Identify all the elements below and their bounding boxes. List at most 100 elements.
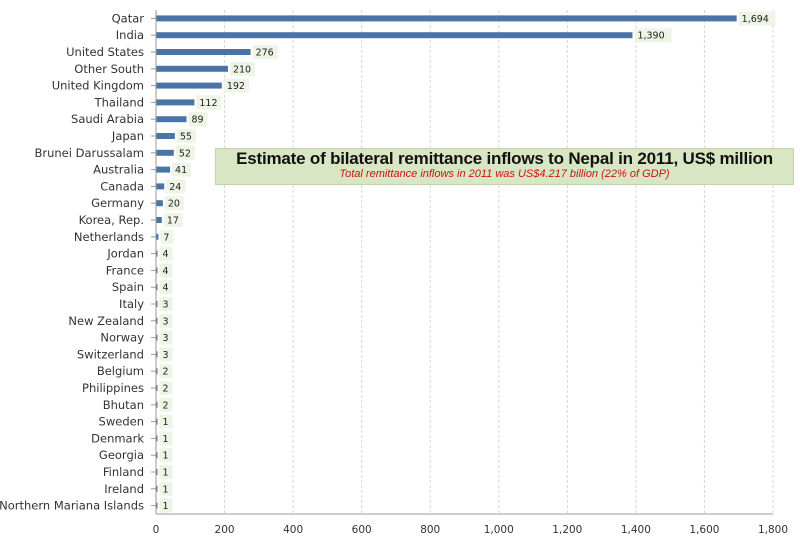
category-label: Saudi Arabia bbox=[71, 112, 144, 126]
bar bbox=[156, 217, 162, 223]
bars bbox=[156, 15, 737, 509]
bar bbox=[156, 65, 228, 72]
bar bbox=[156, 49, 251, 55]
category-label: Japan bbox=[111, 129, 144, 143]
data-label-box bbox=[159, 364, 173, 379]
data-label-box bbox=[159, 330, 173, 345]
data-label-box bbox=[738, 11, 776, 26]
data-label-box bbox=[252, 45, 278, 59]
category-label: Norway bbox=[100, 331, 144, 345]
category-label: Other South bbox=[74, 62, 144, 76]
data-label: 192 bbox=[227, 81, 245, 92]
x-tick-label: 200 bbox=[215, 524, 235, 536]
category-label: Northern Mariana Islands bbox=[0, 499, 144, 513]
data-label-box bbox=[159, 465, 173, 479]
category-label: Philippines bbox=[82, 381, 144, 395]
data-label: 3 bbox=[163, 333, 169, 344]
data-label: 1,694 bbox=[742, 14, 769, 25]
bar bbox=[156, 368, 158, 375]
x-tick-label: 1,200 bbox=[552, 524, 582, 536]
data-label-box bbox=[159, 297, 173, 311]
data-label: 89 bbox=[192, 115, 204, 126]
data-label-box bbox=[196, 95, 222, 110]
category-label: Georgia bbox=[99, 448, 144, 462]
category-label: New Zealand bbox=[68, 314, 144, 328]
data-label-box bbox=[159, 347, 173, 362]
data-label: 52 bbox=[179, 148, 191, 159]
data-label: 1 bbox=[163, 484, 169, 495]
category-labels: Qatar India United States Other South United… bbox=[0, 11, 156, 513]
category-label: United Kingdom bbox=[52, 79, 144, 93]
data-label: 112 bbox=[199, 98, 217, 109]
x-tick-label: 1,600 bbox=[689, 524, 719, 536]
chart-title: Estimate of bilateral remittance inflows… bbox=[236, 149, 773, 168]
category-label: Bhutan bbox=[103, 398, 144, 412]
bar bbox=[156, 82, 222, 89]
bar bbox=[156, 200, 163, 207]
category-label: Sweden bbox=[99, 415, 144, 429]
chart-subtitle: Total remittance inflows in 2011 was US$… bbox=[339, 168, 670, 180]
bar bbox=[156, 452, 158, 459]
x-tick-label: 1,400 bbox=[621, 524, 651, 536]
data-label-box bbox=[223, 78, 249, 93]
category-label: Switzerland bbox=[77, 347, 144, 361]
data-label-box bbox=[160, 229, 174, 244]
data-label: 1 bbox=[163, 417, 169, 428]
bar bbox=[156, 435, 158, 442]
data-label: 7 bbox=[163, 232, 169, 243]
category-label: Brunei Darussalam bbox=[34, 146, 144, 160]
data-label: 2 bbox=[163, 367, 169, 378]
category-label: United States bbox=[66, 45, 144, 59]
data-label-box bbox=[159, 431, 173, 446]
bar bbox=[156, 32, 633, 39]
x-axis-tick-labels: 0 200 400 600 800 1,000 1,200 1,400 1,600 1,800 bbox=[153, 524, 788, 536]
category-label: Ireland bbox=[104, 482, 144, 496]
category-label: Belgium bbox=[97, 364, 144, 378]
data-label: 41 bbox=[175, 165, 187, 176]
data-label: 2 bbox=[163, 400, 169, 411]
bar bbox=[156, 502, 158, 509]
data-label-box bbox=[159, 263, 173, 278]
category-label: France bbox=[106, 263, 144, 277]
bar bbox=[156, 418, 158, 425]
data-label: 3 bbox=[163, 350, 169, 361]
bar bbox=[156, 183, 165, 190]
data-label-box bbox=[159, 414, 173, 429]
data-label: 1 bbox=[163, 434, 169, 445]
data-label-box bbox=[159, 381, 173, 395]
bar bbox=[156, 317, 158, 324]
chart-title-box: Estimate of bilateral remittance inflows… bbox=[215, 148, 794, 185]
category-label: Netherlands bbox=[74, 230, 144, 244]
bar bbox=[156, 133, 175, 139]
bar bbox=[156, 233, 159, 240]
data-label-box bbox=[188, 112, 208, 127]
data-label: 1 bbox=[163, 451, 169, 462]
data-label-box bbox=[172, 162, 192, 177]
data-label: 3 bbox=[163, 316, 169, 327]
category-label: Denmark bbox=[91, 431, 144, 445]
bar bbox=[156, 166, 171, 173]
data-label: 17 bbox=[167, 216, 179, 227]
data-label-box bbox=[176, 129, 196, 143]
x-tick-label: 400 bbox=[283, 524, 303, 536]
data-label-box bbox=[159, 246, 173, 261]
data-label-box bbox=[163, 213, 183, 227]
category-label: Jordan bbox=[106, 247, 144, 261]
category-label: Korea, Rep. bbox=[79, 213, 144, 227]
bar bbox=[156, 15, 737, 22]
x-tick-label: 0 bbox=[153, 524, 160, 536]
data-label: 4 bbox=[163, 266, 169, 277]
data-label: 20 bbox=[168, 199, 180, 210]
category-label: India bbox=[116, 28, 144, 42]
bar bbox=[156, 267, 158, 274]
data-label: 3 bbox=[163, 300, 169, 311]
data-label-box bbox=[229, 61, 255, 76]
bar bbox=[156, 284, 158, 291]
bar bbox=[156, 469, 158, 475]
data-label: 55 bbox=[180, 132, 192, 143]
category-label: Finland bbox=[103, 465, 144, 479]
data-label: 4 bbox=[163, 283, 169, 294]
bar bbox=[156, 401, 158, 408]
x-tick-label: 1,000 bbox=[484, 524, 514, 536]
